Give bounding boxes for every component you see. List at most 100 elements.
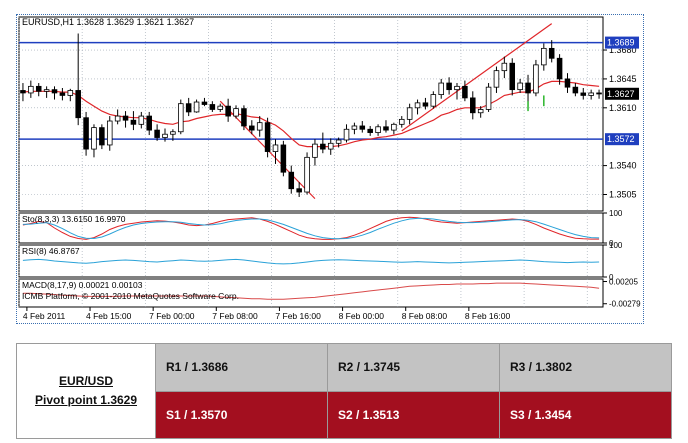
candle-body <box>91 127 97 150</box>
level-label: 1.3572 <box>607 134 635 144</box>
support-1: S1 / 1.3570 <box>155 390 328 439</box>
y-tick-label: 100 <box>609 209 623 218</box>
candle-body <box>225 105 231 117</box>
candle-body <box>462 85 468 99</box>
x-tick-label: 8 Feb 08:00 <box>402 311 448 321</box>
candle-body <box>548 47 555 59</box>
resistance-1: R1 / 1.3686 <box>155 343 328 392</box>
candle-body <box>414 102 421 109</box>
current-price-label: 1.3627 <box>607 89 635 99</box>
indicator-line <box>22 282 600 300</box>
y-tick-label: 100 <box>609 241 623 250</box>
pivot-point: Pivot point 1.3629 <box>34 393 138 407</box>
candle-body <box>154 129 160 138</box>
y-tick-label: 0 <box>609 239 614 248</box>
candle-body <box>375 126 381 133</box>
candle-body <box>564 78 571 88</box>
x-tick-label: 8 Feb 00:00 <box>339 311 385 321</box>
level-label: 1.3689 <box>607 38 635 48</box>
candle-body <box>256 122 263 131</box>
main-chart-title: EURUSD,H1 1.3628 1.3629 1.3621 1.3627 <box>22 17 194 27</box>
candle-body <box>335 139 342 144</box>
candle-body <box>178 103 184 133</box>
x-tick-label: 4 Feb 2011 <box>23 311 66 321</box>
candle-body <box>122 115 129 121</box>
candle-body <box>249 125 255 131</box>
pivot-table: EUR/USD Pivot point 1.3629 R1 / 1.3686 R… <box>16 343 672 439</box>
chart-panel: 1.3680 1.3645 1.3610 1.3540 1.3505 1.3689 1.35… <box>16 14 644 324</box>
candle-body <box>391 123 397 131</box>
candle-body <box>477 109 484 114</box>
candle-body <box>67 90 74 96</box>
resistance-2: R2 / 1.3745 <box>327 343 500 392</box>
indicator-label: Sto(8,3,3) 13.6150 16.9970 <box>22 214 126 224</box>
support-2: S2 / 1.3513 <box>327 390 500 439</box>
candle-body <box>485 86 492 110</box>
candle-body <box>588 92 594 96</box>
candle-body <box>517 82 523 91</box>
candle-body <box>509 62 516 91</box>
candle-body <box>217 105 224 110</box>
candle-body <box>106 120 113 146</box>
candle-body <box>320 143 326 150</box>
candle-body <box>351 125 358 130</box>
candle-body <box>556 57 563 80</box>
candle-body <box>170 131 176 135</box>
candle-body <box>20 90 26 94</box>
candle-body <box>114 115 121 122</box>
candle-body <box>28 85 34 94</box>
candle-body <box>470 97 476 114</box>
candle-body <box>138 115 145 125</box>
panel-0-border <box>18 16 604 212</box>
candle-body <box>422 102 429 107</box>
candle-body <box>201 101 208 105</box>
candle-body <box>533 64 539 94</box>
candle-body <box>130 119 137 125</box>
candle-body <box>59 92 66 96</box>
candle-body <box>185 103 192 113</box>
candle-body <box>383 126 389 131</box>
candle-body <box>280 144 287 173</box>
candle-body <box>75 90 81 119</box>
x-tick-label: 7 Feb 00:00 <box>149 311 195 321</box>
x-tick-label: 8 Feb 16:00 <box>465 311 511 321</box>
y-tick-label: 1.3610 <box>609 103 637 113</box>
candle-body <box>233 108 239 117</box>
candle-body <box>398 118 405 125</box>
panel-3-border <box>18 278 604 308</box>
candle-body <box>596 92 602 95</box>
y-tick-label: -0.00279 <box>609 300 641 309</box>
candle-body <box>501 62 508 72</box>
candle-body <box>580 92 587 96</box>
candle-body <box>288 171 295 190</box>
level-label-bg <box>605 133 639 146</box>
candle-body <box>193 101 200 113</box>
candle-body <box>406 107 413 120</box>
candle-body <box>493 70 500 88</box>
candle-body <box>446 82 452 91</box>
candle-body <box>367 128 373 133</box>
candle-body <box>296 188 302 193</box>
candle-body <box>430 94 437 107</box>
current-price-bg <box>605 87 639 100</box>
candle-body <box>272 144 279 152</box>
x-tick-label: 7 Feb 08:00 <box>212 311 258 321</box>
candle-body <box>35 85 42 92</box>
candle-body <box>43 89 50 92</box>
candle-body <box>525 82 531 94</box>
candle-body <box>264 122 271 152</box>
candle-body <box>209 104 216 110</box>
y-tick-label: 0 <box>609 273 614 282</box>
eurusd-h1-chart: 1.3680 1.3645 1.3610 1.3540 1.3505 1.3689 1.35… <box>18 16 641 321</box>
candle-body <box>359 125 366 130</box>
candle-body <box>454 85 460 91</box>
candle-body <box>541 47 547 66</box>
candle-body <box>83 117 89 150</box>
x-tick-label: 7 Feb 16:00 <box>275 311 321 321</box>
y-tick-label: 0.00205 <box>609 278 638 287</box>
candle-body <box>99 127 105 146</box>
indicator-line <box>22 216 600 240</box>
indicator-line <box>22 217 600 240</box>
level-label-bg <box>605 36 639 49</box>
resistance-3: R3 / 1.3802 <box>499 343 672 392</box>
